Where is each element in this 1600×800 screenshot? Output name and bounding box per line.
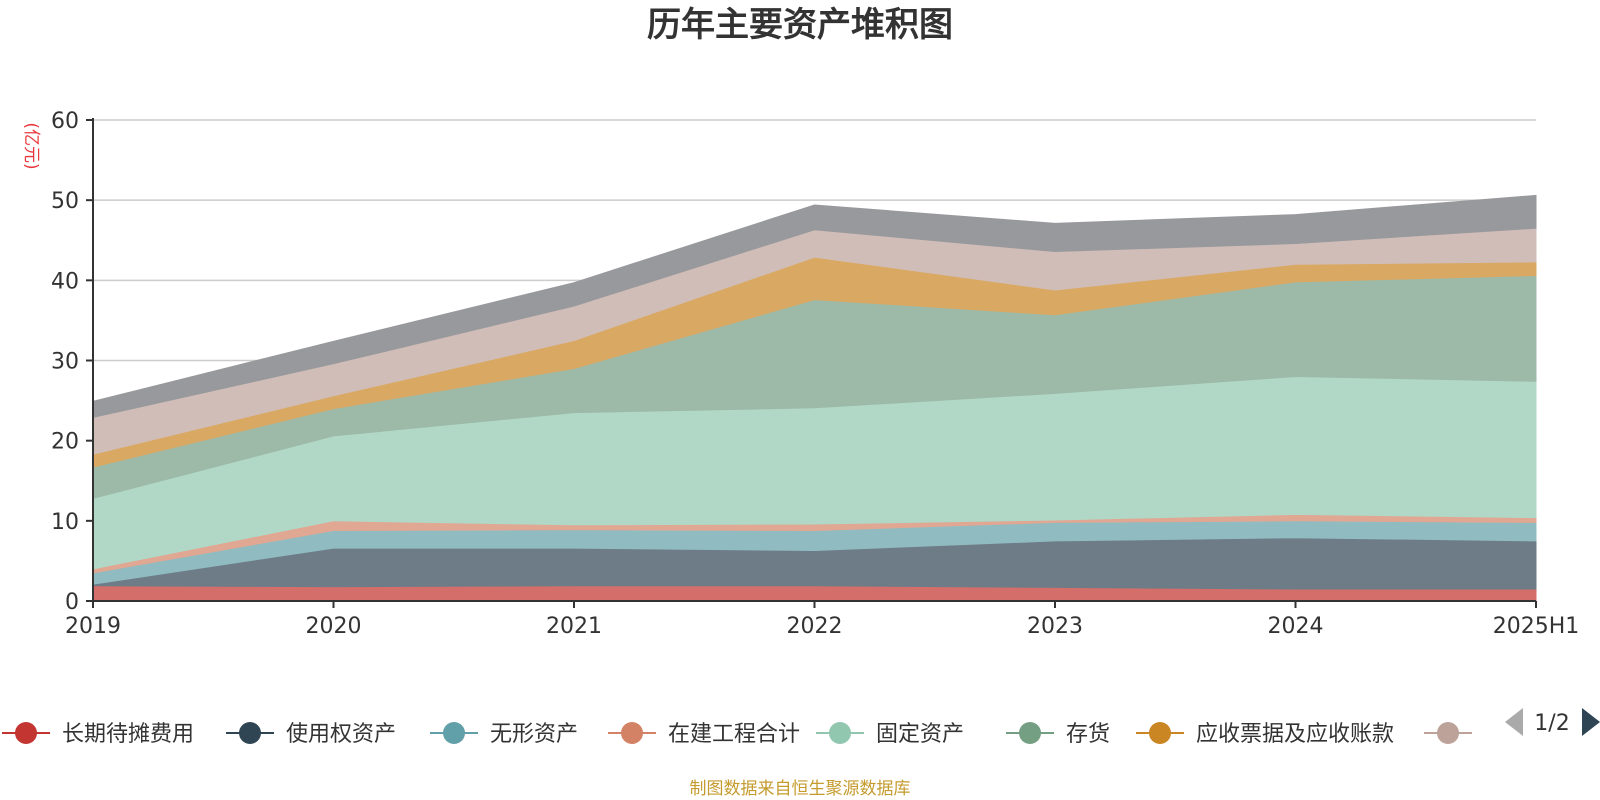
legend: 长期待摊费用 使用权资产 无形资产 在建工程合计 固定资产 存货 应收票据及应收账款: [2, 722, 1472, 747]
x-tick-label: 2025H1: [1493, 614, 1580, 639]
axes: 0 10 20 30 40 50 60 2019 2020 2021 2022 2023 2024 202…: [51, 109, 1579, 639]
legend-item[interactable]: [1424, 722, 1472, 744]
legend-circle-marker: [1437, 722, 1459, 744]
y-tick-label: 50: [51, 189, 79, 214]
y-tick-label: 40: [51, 269, 79, 294]
legend-label: 无形资产: [490, 722, 578, 747]
legend-circle-marker: [443, 722, 465, 744]
legend-circle-marker: [15, 722, 37, 744]
legend-circle-marker: [621, 722, 643, 744]
triangle-left-icon[interactable]: [1505, 708, 1523, 736]
legend-item[interactable]: 长期待摊费用: [2, 722, 194, 747]
x-tick-label: 2022: [787, 614, 843, 639]
y-tick-label: 0: [65, 590, 79, 615]
x-tick-label: 2020: [306, 614, 362, 639]
y-tick-label: 20: [51, 430, 79, 455]
data-source-note: 制图数据来自恒生聚源数据库: [690, 779, 911, 799]
legend-circle-marker: [1149, 722, 1171, 744]
legend-item[interactable]: 固定资产: [816, 722, 964, 747]
y-tick-label: 10: [51, 510, 79, 535]
legend-item[interactable]: 使用权资产: [226, 722, 396, 747]
legend-circle-marker: [239, 722, 261, 744]
legend-item[interactable]: 存货: [1006, 722, 1110, 747]
legend-label: 固定资产: [876, 722, 964, 747]
legend-item[interactable]: 应收票据及应收账款: [1136, 722, 1394, 747]
legend-page-label: 1/2: [1534, 711, 1569, 736]
legend-label: 使用权资产: [286, 722, 396, 747]
legend-label: 在建工程合计: [668, 722, 800, 747]
y-tick-label: 30: [51, 350, 79, 375]
legend-label: 长期待摊费用: [62, 722, 194, 747]
legend-item[interactable]: 在建工程合计: [608, 722, 800, 747]
y-tick-label: 60: [51, 109, 79, 134]
x-tick-label: 2021: [546, 614, 602, 639]
stacked-areas: [92, 194, 1537, 602]
legend-pagination: 1/2: [1505, 708, 1600, 736]
legend-circle-marker: [1019, 722, 1041, 744]
chart-title: 历年主要资产堆积图: [647, 5, 953, 45]
x-tick-label: 2019: [65, 614, 121, 639]
x-tick-label: 2023: [1027, 614, 1083, 639]
legend-item[interactable]: 无形资产: [430, 722, 578, 747]
x-tick-label: 2024: [1268, 614, 1324, 639]
triangle-right-icon[interactable]: [1582, 708, 1600, 736]
y-axis-unit: (亿元): [21, 122, 41, 169]
legend-label: 应收票据及应收账款: [1196, 722, 1394, 747]
area-series-9: [92, 194, 1537, 419]
legend-label: 存货: [1066, 722, 1110, 747]
legend-circle-marker: [829, 722, 851, 744]
